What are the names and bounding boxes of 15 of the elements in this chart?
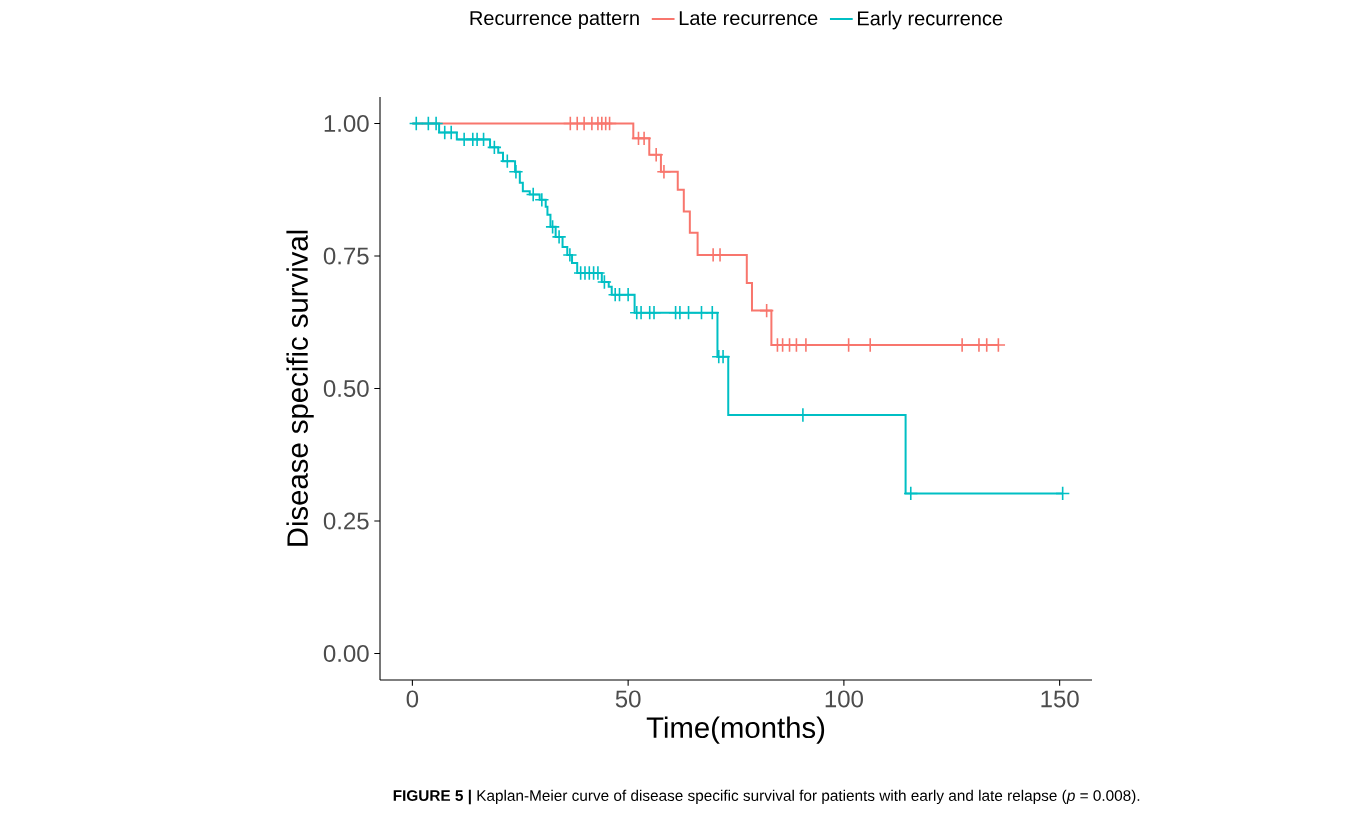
y-tick-label: 1.00 [324,114,369,132]
text: FIGURE 5 | Kaplan-Meier curve of disease specific survival for patients with early and late relapse (p = 0.008). [393,789,1140,805]
legend-label: Late recurrence [679,11,818,26]
legend-label: Early recurrence [858,10,1003,30]
y-tick-label: 0.25 [323,512,369,530]
x-axis-title: Time(months) [646,716,825,744]
x-tick-label: 50 [615,690,641,708]
y-tick-label: 0.75 [323,247,369,265]
y-axis-title: Disease specific survival [286,230,314,546]
x-tick-label: 100 [825,690,863,708]
x-tick-label: 150 [1041,690,1079,708]
x-tick-label: 0 [406,690,419,708]
y-tick-label: 0.00 [323,644,369,662]
legend-title: Recurrence pattern [470,11,639,30]
y-tick-label: 0.50 [323,379,369,397]
